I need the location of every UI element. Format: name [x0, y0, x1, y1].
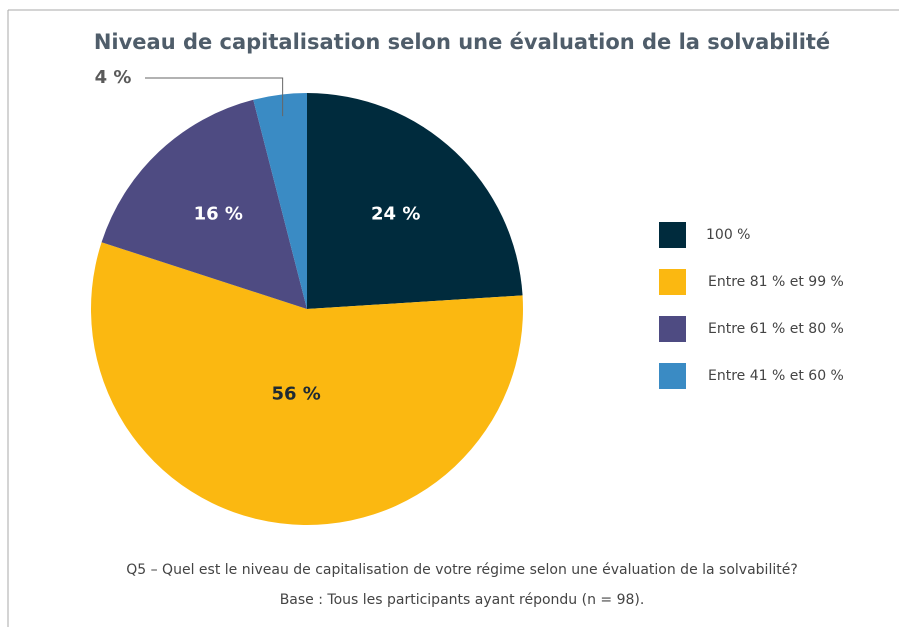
legend-swatch	[659, 222, 686, 248]
data-label: 4 %	[95, 67, 132, 88]
leader-line	[145, 77, 284, 117]
data-label: 56 %	[271, 384, 320, 405]
pie-slice	[101, 99, 307, 309]
legend-swatch	[659, 363, 686, 389]
note: Q5 – Quel est le niveau de capitalisatio…	[126, 562, 798, 578]
legend-swatch	[659, 269, 686, 295]
legend-swatch	[659, 316, 686, 342]
legend-label: Entre 61 % et 80 %	[708, 321, 844, 337]
legend-label: Entre 41 % et 60 %	[708, 368, 844, 384]
pie-slice	[307, 93, 523, 309]
legend-label: Entre 81 % et 99 %	[708, 274, 844, 290]
data-label: 16 %	[194, 204, 243, 225]
note: Base : Tous les participants ayant répon…	[280, 592, 645, 608]
pie-slice	[253, 93, 307, 309]
data-label: 24 %	[371, 204, 420, 225]
pie-slice	[91, 242, 523, 525]
legend-label: 100 %	[706, 227, 750, 243]
chart-title: Niveau de capitalisation selon une évalu…	[94, 30, 830, 54]
